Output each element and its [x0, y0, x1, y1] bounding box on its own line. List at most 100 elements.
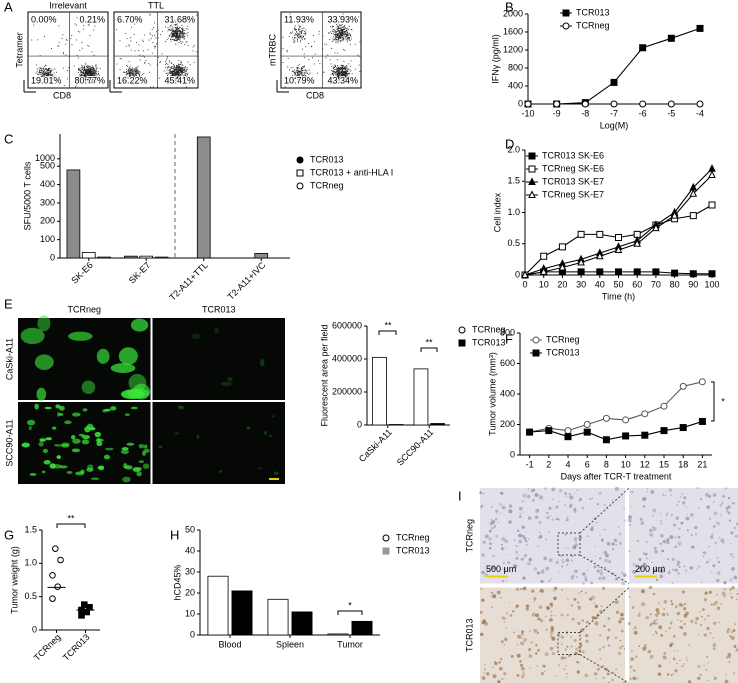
stain — [557, 518, 559, 520]
stain — [586, 640, 589, 643]
flow-dot — [295, 25, 296, 26]
flow-dot — [339, 36, 340, 37]
flow-dot — [347, 40, 348, 41]
stain — [668, 571, 671, 574]
stain — [526, 544, 528, 546]
stain — [680, 522, 683, 525]
flow-dot — [82, 67, 83, 68]
flow-dot — [127, 73, 128, 74]
flow-dot — [145, 60, 146, 61]
flow-dot — [67, 70, 68, 71]
stain — [682, 501, 685, 504]
stain — [601, 539, 604, 542]
cell-signal — [54, 444, 62, 447]
flow-dot — [341, 27, 342, 28]
stain — [658, 603, 660, 605]
stain — [641, 589, 645, 593]
flow-dot — [128, 73, 129, 74]
cell-signal — [59, 406, 65, 411]
flow-dot — [136, 42, 137, 43]
flow-dot — [312, 57, 313, 58]
stain — [479, 491, 482, 494]
stain — [707, 505, 710, 508]
flow-dot — [177, 35, 178, 36]
data-point — [653, 269, 659, 275]
data-point — [582, 101, 588, 107]
stain — [522, 671, 524, 673]
stain — [705, 669, 707, 671]
flow-dot — [340, 25, 341, 26]
stain — [673, 635, 676, 638]
flow-dot — [91, 67, 92, 68]
flow-dot — [342, 30, 343, 31]
flow-dot — [337, 36, 338, 37]
flow-dot — [136, 69, 137, 70]
flow-dot — [345, 70, 346, 71]
stain — [545, 567, 549, 571]
flow-dot — [182, 36, 183, 37]
flow-dot — [345, 73, 346, 74]
flow-dot — [304, 72, 305, 73]
stain — [519, 515, 522, 518]
flow-dot — [175, 25, 176, 26]
flow-dot — [336, 42, 337, 43]
flow-dot — [174, 40, 175, 41]
y-tick-label: 50 — [185, 524, 195, 534]
flow-dot — [89, 71, 90, 72]
stain — [623, 573, 627, 577]
data-point — [527, 429, 533, 435]
stain — [602, 587, 605, 590]
stain — [637, 540, 639, 542]
stain — [690, 620, 693, 623]
flow-dot — [131, 27, 132, 28]
cell-signal — [42, 471, 46, 474]
flow-dot — [176, 66, 177, 67]
flow-dot — [171, 41, 172, 42]
stain — [577, 601, 579, 603]
flow-dot — [149, 72, 150, 73]
stain — [618, 533, 621, 536]
flow-dot — [337, 28, 338, 29]
flow-dot — [156, 44, 157, 45]
stain — [529, 654, 533, 658]
flow-dot — [334, 65, 335, 66]
flow-dot — [297, 65, 298, 66]
flow-dot — [301, 37, 302, 38]
stain — [678, 542, 682, 546]
stain — [585, 634, 588, 637]
stain — [528, 648, 531, 651]
flow-dot — [337, 65, 338, 66]
stain — [584, 576, 587, 579]
flow-dot — [175, 36, 176, 37]
flow-dot — [177, 38, 178, 39]
flow-dot — [164, 71, 165, 72]
sig-bracket — [711, 382, 714, 421]
flow-dot — [348, 69, 349, 70]
stain — [599, 557, 601, 559]
flow-dot — [83, 25, 84, 26]
flow-dot — [196, 51, 197, 52]
legend-label: TCRneg — [396, 532, 430, 542]
flow-dot — [44, 36, 45, 37]
stain — [483, 672, 484, 673]
flow-dot — [343, 37, 344, 38]
quadrant-percent: 6.70% — [117, 14, 143, 24]
flow-dot — [74, 65, 75, 66]
stain — [677, 612, 681, 616]
x-axis-title: Time (h) — [602, 291, 635, 301]
flow-dot — [85, 73, 86, 74]
stain — [645, 553, 648, 556]
flow-dot — [179, 72, 180, 73]
data-point — [50, 596, 56, 602]
stain — [616, 611, 619, 614]
flow-dot — [348, 63, 349, 64]
stain — [628, 518, 632, 522]
flow-dot — [303, 35, 304, 36]
flow-dot — [93, 30, 94, 31]
data-point — [709, 202, 715, 208]
stain — [524, 638, 527, 641]
flow-dot — [130, 70, 131, 71]
stain — [521, 558, 524, 561]
x-tick-label: 2 — [546, 459, 551, 469]
y-tick-label: 0 — [518, 98, 523, 108]
